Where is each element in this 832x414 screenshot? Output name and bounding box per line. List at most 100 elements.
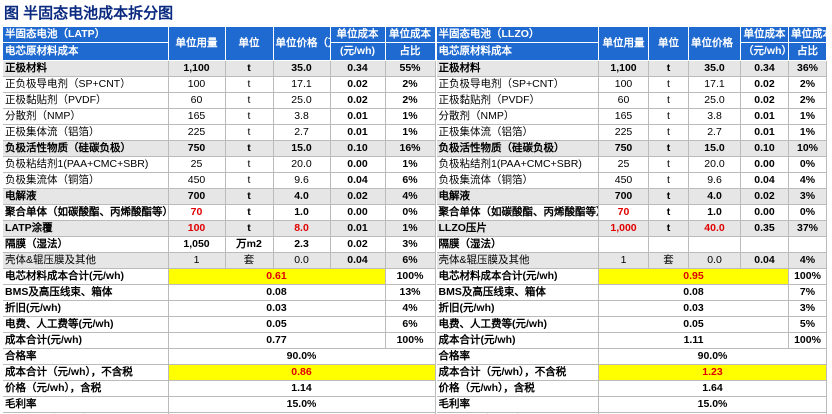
bottom-row: 合格率 90.0% <box>3 348 436 365</box>
bottom-value: 0.86 <box>168 364 436 381</box>
row-price: 9.6 <box>273 172 331 189</box>
summary-pct: 100% <box>788 268 827 285</box>
header-pct-unit: 占比 <box>385 42 436 61</box>
row-price: 25.0 <box>273 92 331 109</box>
bottom-row: 价格（元/wh），含税 1.14 <box>3 380 436 397</box>
summary-label: 折旧(元/wh) <box>3 300 169 317</box>
row-price: 35.0 <box>688 60 741 77</box>
bottom-row: 单w毛利（元/wh）0.22 <box>436 412 827 414</box>
row-pct: 0% <box>788 204 827 221</box>
table-row: 聚合单体（如碳酸酯、丙烯酸酯等） 70 t 1.0 0.00 0% <box>3 204 436 221</box>
header-sub: 电芯原材料成本 <box>3 42 169 61</box>
row-pct: 2% <box>788 76 827 93</box>
summary-pct: 100% <box>385 268 436 285</box>
row-unit: t <box>225 60 274 77</box>
row-unit: t <box>648 140 689 157</box>
table-row: 隔膜（湿法） <box>436 236 827 253</box>
row-qty: 450 <box>168 172 226 189</box>
bottom-value: 0.15 <box>168 412 436 414</box>
row-pct: 2% <box>788 92 827 109</box>
row-price: 2.7 <box>273 124 331 141</box>
row-price: 20.0 <box>273 156 331 173</box>
table-row: 正负极导电剂（SP+CNT） 100 t 17.1 0.02 2% <box>436 76 827 93</box>
row-unit: t <box>225 124 274 141</box>
header-qty: 单位用量 <box>598 27 649 61</box>
bottom-label: 成本合计（元/wh），不含税 <box>3 364 169 381</box>
row-name: 正极材料 <box>436 60 599 77</box>
header-pct-unit: 占比 <box>788 42 827 61</box>
summary-row: 折旧(元/wh) 0.03 3% <box>436 300 827 317</box>
header-price: 单位价格（万） <box>688 27 741 61</box>
table-row: 电解液 700 t 4.0 0.02 4% <box>3 188 436 205</box>
summary-value: 0.03 <box>168 300 386 317</box>
latp-cost-table: 半固态电池（LATP）单位用量单位单位价格（万）单位成本单位成本电芯原材料成本(… <box>3 27 436 414</box>
summary-label: 成本合计(元/wh) <box>3 332 169 349</box>
summary-label: 电芯材料成本合计(元/wh) <box>3 268 169 285</box>
row-price: 1.0 <box>273 204 331 221</box>
row-price: 15.0 <box>688 140 741 157</box>
row-pct: 1% <box>788 108 827 125</box>
row-qty: 750 <box>598 140 649 157</box>
row-price: 17.1 <box>273 76 331 93</box>
summary-label: 电费、人工费等(元/wh) <box>436 316 599 333</box>
row-price: 25.0 <box>688 92 741 109</box>
row-cost: 0.02 <box>740 92 789 109</box>
table-row: 负极集流体（铜箔） 450 t 9.6 0.04 4% <box>436 172 827 189</box>
row-pct: 55% <box>385 60 436 77</box>
row-qty: 1,050 <box>168 236 226 253</box>
row-pct: 3% <box>788 188 827 205</box>
row-qty: 70 <box>598 204 649 221</box>
header-row: 电芯原材料成本 (元/wh) 占比 <box>3 42 436 61</box>
table-row: 正极材料 1,100 t 35.0 0.34 36% <box>436 60 827 77</box>
summary-pct: 7% <box>788 284 827 301</box>
page-title: 图 半固态电池成本拆分图 <box>4 5 174 22</box>
summary-value: 0.03 <box>598 300 789 317</box>
summary-pct: 4% <box>385 300 436 317</box>
table-row: 负极粘结剂1(PAA+CMC+SBR) 25 t 20.0 0.00 0% <box>436 156 827 173</box>
bottom-row: 合格率 90.0% <box>436 348 827 365</box>
row-unit: 套 <box>648 252 689 269</box>
bottom-value: 15.0% <box>168 396 436 413</box>
summary-row: BMS及高压线束、箱体 0.08 7% <box>436 284 827 301</box>
summary-label: 电费、人工费等(元/wh) <box>3 316 169 333</box>
row-name: 分散剂（NMP） <box>3 108 169 125</box>
table-row: 负极活性物质（硅碳负极） 750 t 15.0 0.10 10% <box>436 140 827 157</box>
row-pct: 6% <box>385 172 436 189</box>
summary-pct: 6% <box>385 316 436 333</box>
summary-label: 折旧(元/wh) <box>436 300 599 317</box>
row-cost: 0.00 <box>740 156 789 173</box>
row-price: 2.3 <box>273 236 331 253</box>
row-qty: 1,100 <box>598 60 649 77</box>
row-pct: 1% <box>788 124 827 141</box>
table-row: 壳体&辊压膜及其他 1 套 0.0 0.04 6% <box>3 252 436 269</box>
bottom-value: 1.14 <box>168 380 436 397</box>
row-cost: 0.04 <box>330 252 386 269</box>
row-qty: 70 <box>168 204 226 221</box>
row-cost: 0.10 <box>330 140 386 157</box>
row-unit: t <box>225 108 274 125</box>
row-cost: 0.01 <box>330 220 386 237</box>
summary-row: 折旧(元/wh) 0.03 4% <box>3 300 436 317</box>
row-name: 负极粘结剂1(PAA+CMC+SBR) <box>3 156 169 173</box>
header-unit: 单位 <box>225 27 274 61</box>
row-price: 15.0 <box>273 140 331 157</box>
bottom-row: 毛利率 15.0% <box>3 396 436 413</box>
row-cost: 0.01 <box>330 124 386 141</box>
table-title: 半固态电池（LATP） <box>3 27 169 43</box>
table-title: 半固态电池（LLZO） <box>436 27 599 43</box>
header-sub: 电芯原材料成本 <box>436 42 599 61</box>
row-unit: t <box>648 188 689 205</box>
row-cost: 0.02 <box>330 76 386 93</box>
summary-label: 电芯材料成本合计(元/wh) <box>436 268 599 285</box>
summary-value: 0.05 <box>598 316 789 333</box>
row-unit: t <box>225 220 274 237</box>
row-name: 正负极导电剂（SP+CNT） <box>436 76 599 93</box>
bottom-value: 15.0% <box>598 396 827 413</box>
summary-row: 成本合计(元/wh) 0.77 100% <box>3 332 436 349</box>
row-unit: t <box>648 156 689 173</box>
bottom-label: 毛利率 <box>436 396 599 413</box>
summary-value: 0.08 <box>168 284 386 301</box>
row-qty: 100 <box>598 76 649 93</box>
row-qty: 225 <box>598 124 649 141</box>
